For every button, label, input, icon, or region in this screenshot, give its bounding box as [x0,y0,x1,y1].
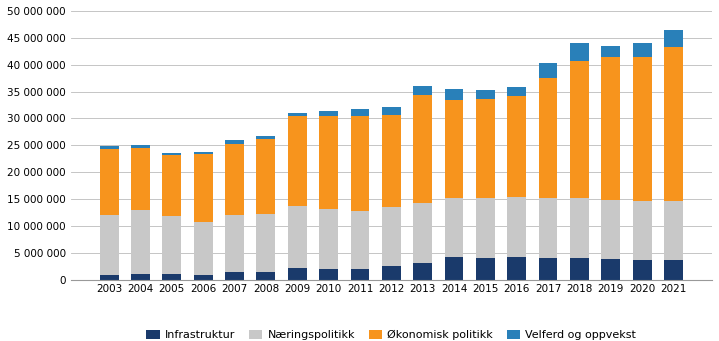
Bar [476,99,495,198]
Bar [570,43,589,61]
Bar [319,116,338,209]
Bar [257,214,275,271]
Bar [413,203,432,263]
Bar [444,257,464,280]
Bar [413,95,432,203]
Bar [257,139,275,214]
Bar [508,256,526,280]
Bar [413,86,432,95]
Bar [225,214,244,272]
Bar [601,259,620,280]
Bar [570,257,589,280]
Bar [508,87,526,96]
Legend: Infrastruktur, Næringspolitikk, Økonomisk politikk, Velferd og oppvekst: Infrastruktur, Næringspolitikk, Økonomis… [142,325,641,341]
Bar [131,274,150,280]
Bar [570,61,589,198]
Bar [131,145,150,148]
Bar [664,201,683,260]
Bar [351,116,370,211]
Bar [351,269,370,280]
Bar [225,144,244,214]
Bar [444,198,464,257]
Bar [476,90,495,99]
Bar [288,116,306,206]
Bar [382,207,400,266]
Bar [100,146,119,149]
Bar [539,77,557,198]
Bar [539,257,557,280]
Bar [476,198,495,258]
Bar [570,198,589,257]
Bar [633,57,651,201]
Bar [257,271,275,280]
Bar [601,57,620,199]
Bar [319,111,338,116]
Bar [601,199,620,259]
Bar [601,46,620,57]
Bar [444,100,464,198]
Bar [351,211,370,269]
Bar [257,136,275,139]
Bar [476,258,495,280]
Bar [194,152,213,154]
Bar [131,210,150,274]
Bar [664,30,683,47]
Bar [444,89,464,100]
Bar [100,149,119,214]
Bar [351,109,370,116]
Bar [319,269,338,280]
Bar [194,222,213,275]
Bar [131,148,150,210]
Bar [319,209,338,269]
Bar [100,214,119,275]
Bar [413,263,432,280]
Bar [633,201,651,260]
Bar [162,216,181,274]
Bar [539,63,557,77]
Bar [162,155,181,216]
Bar [194,154,213,222]
Bar [382,107,400,115]
Bar [225,140,244,144]
Bar [664,47,683,201]
Bar [288,113,306,116]
Bar [508,197,526,256]
Bar [288,268,306,280]
Bar [382,115,400,207]
Bar [382,266,400,280]
Bar [633,43,651,57]
Bar [100,275,119,280]
Bar [194,275,213,280]
Bar [539,198,557,257]
Bar [633,260,651,280]
Bar [508,96,526,197]
Bar [162,153,181,155]
Bar [225,272,244,280]
Bar [288,206,306,268]
Bar [162,274,181,280]
Bar [664,260,683,280]
